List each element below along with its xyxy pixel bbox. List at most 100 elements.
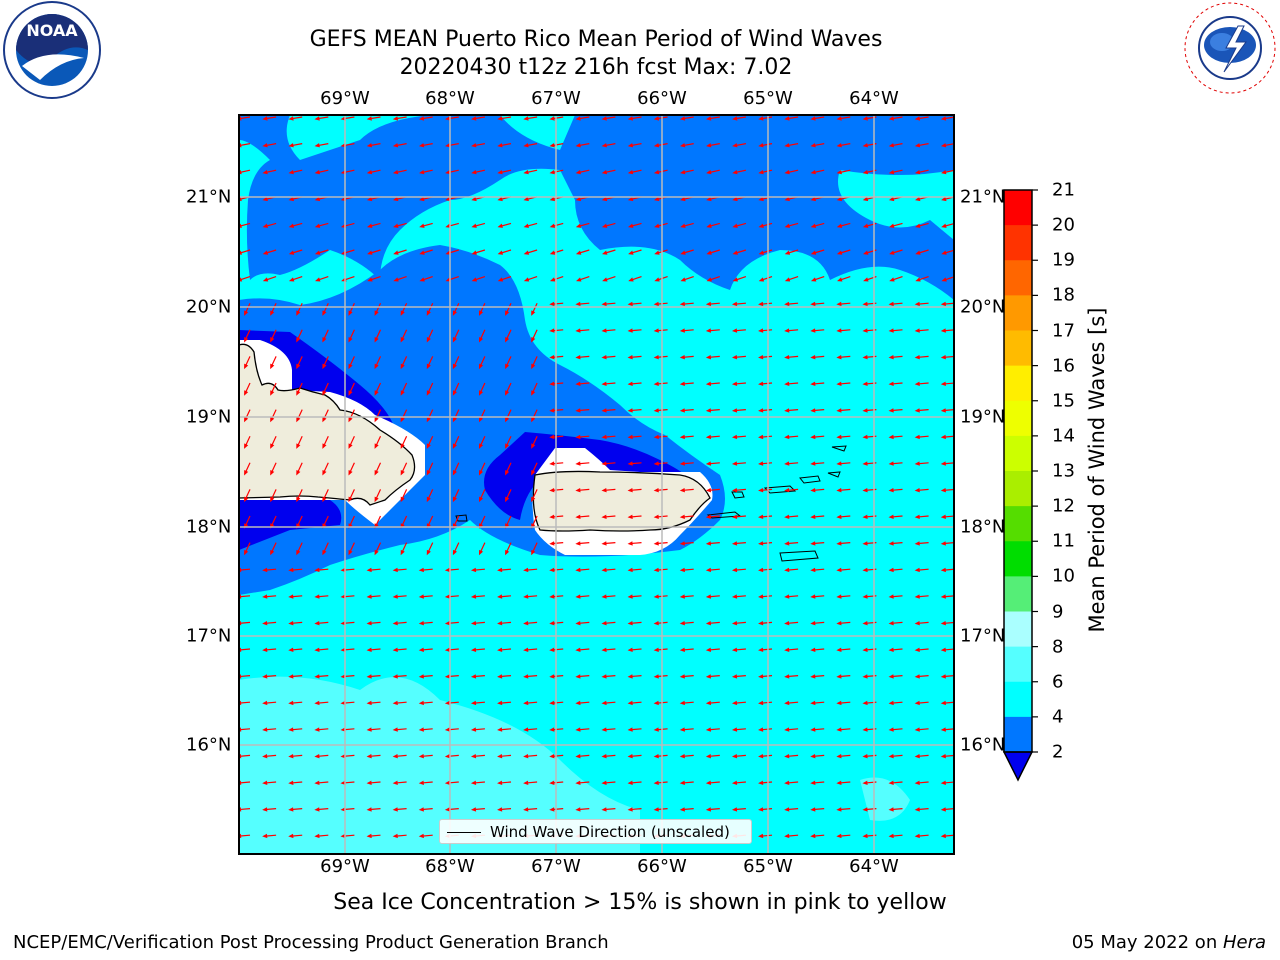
- wind-arrow: [549, 514, 564, 519]
- wind-arrow: [627, 169, 642, 175]
- wind-arrow: [758, 700, 773, 706]
- wind-arrow: [758, 567, 773, 573]
- wind-arrow: [888, 833, 903, 839]
- wind-arrow: [314, 620, 329, 626]
- wind-arrow: [601, 674, 616, 679]
- wind-arrow: [478, 409, 486, 423]
- wind-arrow: [262, 807, 277, 812]
- wind-arrow: [549, 222, 564, 228]
- wind-arrow: [296, 542, 303, 556]
- wind-arrow: [296, 329, 303, 343]
- wind-arrow: [366, 807, 381, 812]
- wind-arrow: [731, 567, 746, 573]
- wind-arrow: [836, 328, 851, 333]
- wind-arrow: [915, 276, 929, 282]
- wind-arrow: [731, 647, 746, 652]
- wind-arrow: [837, 276, 851, 282]
- wind-arrow: [523, 116, 538, 121]
- wind-arrow: [731, 461, 746, 466]
- wind-arrow: [497, 700, 512, 706]
- wind-arrow: [549, 700, 564, 706]
- wind-arrow: [400, 542, 408, 556]
- wind-arrow: [531, 302, 538, 316]
- wind-arrow: [940, 434, 954, 440]
- wind-arrow: [940, 354, 954, 360]
- wind-arrow: [914, 408, 929, 413]
- lon-label-top: 66°W: [637, 88, 687, 109]
- wind-arrow: [296, 356, 303, 370]
- map-area: [239, 115, 954, 854]
- wind-arrow: [452, 435, 460, 449]
- wind-arrow: [836, 594, 851, 599]
- wind-arrow: [505, 302, 512, 316]
- wind-arrow: [270, 302, 277, 316]
- wind-arrow: [732, 169, 747, 175]
- colorbar-segment: [1004, 400, 1032, 437]
- wind-arrow: [758, 354, 773, 360]
- wind-arrow: [705, 354, 720, 360]
- colorbar-segment: [1004, 471, 1032, 507]
- wind-arrow: [262, 169, 277, 175]
- wind-arrow: [784, 354, 799, 360]
- wind-arrow: [426, 302, 434, 316]
- wind-arrow: [244, 462, 251, 476]
- wind-arrow: [784, 461, 799, 466]
- wind-arrow: [470, 807, 485, 812]
- wind-arrow: [705, 727, 720, 732]
- wind-arrow: [392, 169, 407, 175]
- wind-arrow: [575, 354, 590, 360]
- wind-arrow: [531, 489, 538, 503]
- wind-arrow: [400, 462, 408, 476]
- wind-arrow: [418, 753, 433, 759]
- wind-arrow: [426, 435, 434, 449]
- wind-arrow: [680, 222, 694, 228]
- colorbar-title: Mean Period of Wind Waves [s]: [1085, 307, 1109, 633]
- wind-arrow: [836, 169, 851, 175]
- wind-arrow: [836, 143, 851, 148]
- wind-arrow: [810, 222, 825, 228]
- wind-arrow: [505, 542, 512, 556]
- wind-arrow: [940, 833, 954, 839]
- wind-arrow: [392, 567, 407, 573]
- wind-arrow: [322, 435, 329, 449]
- wind-arrow: [888, 647, 903, 652]
- wind-arrow: [810, 487, 825, 493]
- wind-arrow: [262, 116, 277, 121]
- wind-arrow: [914, 487, 929, 493]
- wind-arrow: [444, 727, 459, 732]
- wind-arrow: [575, 143, 590, 148]
- wind-arrow: [478, 382, 486, 396]
- wind-arrow: [296, 302, 303, 316]
- wind-arrow: [731, 381, 746, 386]
- wind-arrow: [705, 116, 720, 121]
- wind-arrow: [836, 674, 851, 679]
- wind-arrow: [601, 514, 616, 519]
- wind-arrow: [705, 541, 720, 546]
- wind-arrow: [366, 753, 381, 759]
- wind-arrow: [262, 276, 277, 282]
- wind-arrow: [288, 700, 303, 706]
- wind-arrow: [889, 222, 903, 228]
- wind-arrow: [505, 409, 512, 423]
- wind-arrow: [601, 620, 616, 626]
- wind-arrow: [575, 301, 590, 307]
- lon-label-top: 68°W: [425, 88, 475, 109]
- wind-arrow: [262, 674, 277, 679]
- wind-arrow: [523, 143, 538, 148]
- wind-arrow: [470, 753, 485, 759]
- wind-arrow: [374, 462, 382, 476]
- wind-arrow: [705, 700, 720, 706]
- wind-arrow: [505, 356, 512, 370]
- wind-arrow: [549, 647, 564, 652]
- wind-arrow: [706, 276, 720, 282]
- wind-arrow: [549, 674, 564, 679]
- wind-arrow: [348, 382, 355, 396]
- wind-arrow: [810, 647, 825, 652]
- wind-arrow: [418, 727, 433, 732]
- wind-arrow: [784, 487, 799, 493]
- wind-arrow: [679, 780, 694, 785]
- wind-arrow: [288, 169, 303, 175]
- wind-arrow: [314, 567, 329, 573]
- wind-arrow: [731, 301, 746, 307]
- wind-arrow: [601, 461, 616, 466]
